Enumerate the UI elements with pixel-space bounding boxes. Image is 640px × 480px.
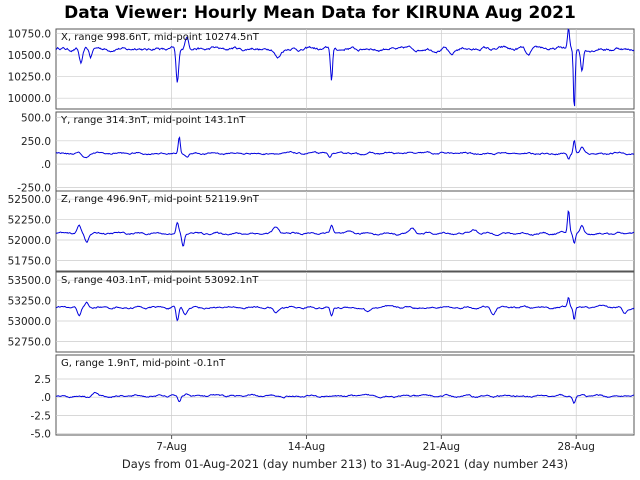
series-line-y (55, 136, 635, 160)
y-tick-label: 10000.0 (8, 93, 51, 105)
y-tick-label: -250.0 (17, 182, 51, 194)
y-tick-label: 10250.0 (8, 72, 51, 84)
panel-label: Z, range 496.9nT, mid-point 52119.9nT (61, 194, 260, 205)
panel-label: S, range 403.1nT, mid-point 53092.1nT (61, 275, 259, 286)
y-tick-label: .0 (41, 159, 51, 171)
panel-frame (55, 111, 635, 193)
y-tick-label: 10500.0 (8, 50, 51, 62)
y-tick-label: 53250.0 (8, 296, 51, 308)
y-tick-label: 500.0 (21, 113, 51, 125)
y-tick-label: 52250.0 (8, 215, 51, 227)
x-tick-label: 14-Aug (288, 441, 325, 453)
y-tick-label: -2.5 (31, 410, 52, 422)
x-tick-label: 28-Aug (557, 441, 594, 453)
y-tick-label: 2.5 (34, 374, 51, 386)
y-tick-label: 52500.0 (8, 194, 51, 206)
panel-label: G, range 1.9nT, mid-point -0.1nT (61, 358, 226, 369)
y-tick-label: 10750.0 (8, 28, 51, 40)
x-tick-label: 7-Aug (156, 441, 187, 453)
panel-frame (55, 28, 635, 110)
y-tick-label: 250.0 (21, 136, 51, 148)
series-line-x (55, 28, 635, 107)
y-tick-label: 53000.0 (8, 316, 51, 328)
series-line-g (55, 391, 635, 404)
chart-title: Data Viewer: Hourly Mean Data for KIRUNA… (64, 3, 576, 23)
y-tick-label: 51750.0 (8, 255, 51, 267)
panel-label: Y, range 314.3nT, mid-point 143.1nT (60, 115, 246, 126)
panel-frame (55, 190, 635, 272)
y-tick-label: 52750.0 (8, 336, 51, 348)
panel-label: X, range 998.6nT, mid-point 10274.5nT (61, 32, 260, 43)
y-tick-label: 53500.0 (8, 275, 51, 287)
series-line-z (55, 210, 635, 247)
x-tick-label: 21-Aug (423, 441, 460, 453)
y-tick-label: -5.0 (31, 429, 52, 441)
y-tick-label: 52000.0 (8, 235, 51, 247)
x-axis-label: Days from 01-Aug-2021 (day number 213) t… (121, 457, 569, 471)
y-tick-label: .0 (41, 392, 51, 404)
series-line-s (55, 296, 635, 322)
panel-frame (55, 271, 635, 353)
